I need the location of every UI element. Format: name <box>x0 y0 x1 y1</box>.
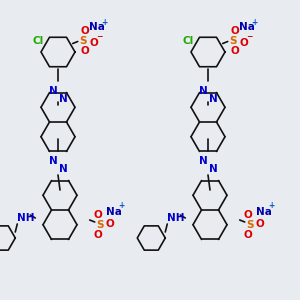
Text: NH: NH <box>167 213 184 223</box>
Text: Na: Na <box>89 22 105 32</box>
Text: N: N <box>58 94 68 104</box>
Text: +: + <box>118 202 125 211</box>
Text: O: O <box>93 210 102 220</box>
Text: +: + <box>102 18 108 27</box>
Text: S: S <box>79 37 86 46</box>
Text: S: S <box>229 37 236 46</box>
Text: Cl: Cl <box>33 35 44 46</box>
Text: O: O <box>243 210 252 220</box>
Text: +: + <box>252 18 258 27</box>
Text: N: N <box>199 86 207 96</box>
Text: −: − <box>97 32 103 41</box>
Text: NH: NH <box>16 213 34 223</box>
Text: Cl: Cl <box>183 35 194 46</box>
Text: O: O <box>80 26 89 37</box>
Text: Na: Na <box>256 207 272 217</box>
Text: S: S <box>96 220 103 230</box>
Text: O: O <box>255 219 264 229</box>
Text: N: N <box>208 164 217 174</box>
Text: N: N <box>49 86 57 96</box>
Text: O: O <box>230 46 239 56</box>
Text: −: − <box>247 32 253 41</box>
Text: +: + <box>268 202 275 211</box>
Text: Na: Na <box>106 207 122 217</box>
Text: N: N <box>208 94 217 104</box>
Text: O: O <box>80 46 89 56</box>
Text: O: O <box>239 38 248 47</box>
Text: Na: Na <box>239 22 255 32</box>
Text: N: N <box>199 156 207 166</box>
Text: N: N <box>58 164 68 174</box>
Text: O: O <box>105 219 114 229</box>
Text: O: O <box>230 26 239 37</box>
Text: O: O <box>93 230 102 240</box>
Text: O: O <box>243 230 252 240</box>
Text: O: O <box>89 38 98 47</box>
Text: S: S <box>246 220 253 230</box>
Text: N: N <box>49 156 57 166</box>
